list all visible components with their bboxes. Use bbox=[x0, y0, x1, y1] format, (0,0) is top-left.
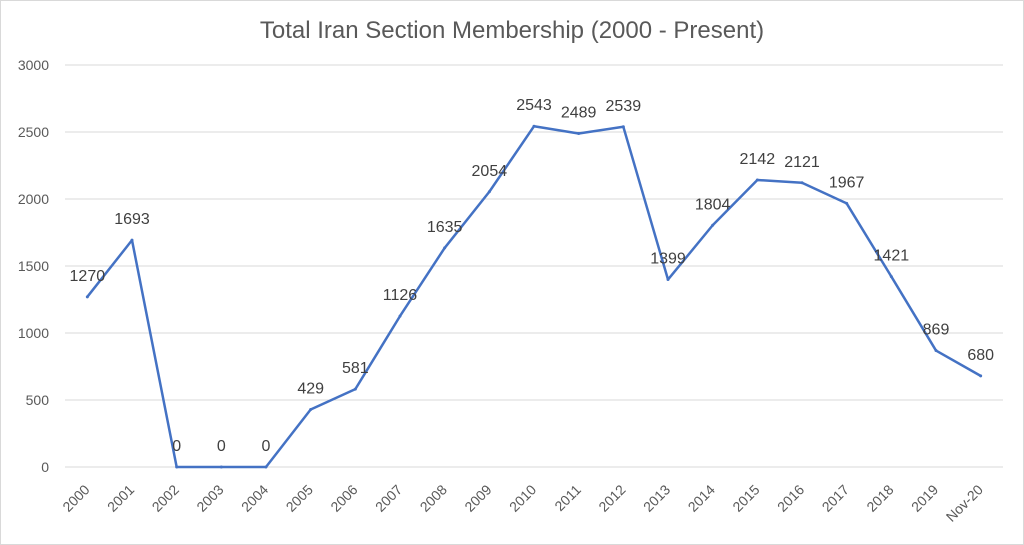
data-label: 581 bbox=[342, 360, 369, 377]
data-point bbox=[577, 131, 581, 135]
series-layer bbox=[85, 124, 983, 469]
data-point bbox=[264, 465, 268, 469]
data-label: 1635 bbox=[427, 219, 463, 236]
x-tick-label: 2007 bbox=[372, 481, 405, 514]
x-tick-label: 2016 bbox=[774, 481, 807, 514]
data-label: 2121 bbox=[784, 154, 820, 171]
x-tick-label: 2005 bbox=[283, 481, 316, 514]
data-label: 1270 bbox=[70, 268, 106, 285]
y-axis-ticks: 0 500 1000 1500 2000 2500 3000 bbox=[18, 57, 49, 475]
x-tick-label: 2001 bbox=[104, 481, 137, 514]
y-tick-label: 1500 bbox=[18, 258, 49, 274]
x-tick-label: Nov-20 bbox=[943, 481, 986, 524]
x-tick-label: 2008 bbox=[417, 481, 450, 514]
data-point bbox=[845, 201, 849, 205]
data-point bbox=[175, 465, 179, 469]
data-point bbox=[130, 238, 134, 242]
x-axis-ticks: 2000 2001 2002 2003 2004 2005 2006 2007 2008 2009… bbox=[59, 481, 986, 524]
x-tick-label: 2010 bbox=[506, 481, 539, 514]
x-tick-label: 2017 bbox=[819, 481, 852, 514]
data-label: 0 bbox=[172, 438, 181, 455]
y-tick-label: 2500 bbox=[18, 124, 49, 140]
gridlines bbox=[65, 64, 1003, 468]
data-label: 1399 bbox=[650, 251, 686, 268]
x-tick-label: 2011 bbox=[551, 481, 584, 514]
data-point bbox=[934, 349, 938, 353]
x-tick-label: 2015 bbox=[729, 481, 762, 514]
data-point bbox=[219, 465, 223, 469]
data-label: 1804 bbox=[695, 196, 731, 213]
data-labels: 1270 1693 0 0 0 429 581 1126 1635 2054 2543 2489 253… bbox=[70, 97, 995, 455]
y-tick-label: 0 bbox=[41, 459, 49, 475]
x-tick-label: 2002 bbox=[149, 481, 182, 514]
data-label: 0 bbox=[217, 438, 226, 455]
x-tick-label: 2013 bbox=[640, 481, 673, 514]
data-point bbox=[711, 223, 715, 227]
y-tick-label: 1000 bbox=[18, 325, 49, 341]
data-point bbox=[979, 374, 983, 378]
data-point bbox=[755, 178, 759, 182]
x-tick-label: 2012 bbox=[595, 481, 628, 514]
x-tick-label: 2000 bbox=[59, 481, 92, 514]
x-tick-label: 2003 bbox=[193, 481, 226, 514]
data-label: 2054 bbox=[472, 163, 508, 180]
data-label: 2142 bbox=[740, 151, 776, 168]
data-label: 0 bbox=[262, 438, 271, 455]
data-point bbox=[85, 295, 89, 299]
data-point bbox=[353, 387, 357, 391]
x-tick-label: 2018 bbox=[863, 481, 896, 514]
y-tick-label: 500 bbox=[26, 392, 50, 408]
x-tick-label: 2006 bbox=[327, 481, 360, 514]
data-label: 1967 bbox=[829, 174, 865, 191]
data-point bbox=[889, 275, 893, 279]
x-tick-label: 2014 bbox=[685, 481, 718, 514]
data-label: 680 bbox=[967, 347, 994, 364]
data-label: 1421 bbox=[874, 248, 910, 265]
data-label: 1126 bbox=[383, 287, 418, 304]
data-point bbox=[800, 181, 804, 185]
chart-title: Total Iran Section Membership (2000 - Pr… bbox=[260, 17, 764, 44]
data-label: 2543 bbox=[516, 97, 552, 114]
data-label: 429 bbox=[297, 381, 324, 398]
data-point bbox=[621, 125, 625, 129]
data-point bbox=[532, 124, 536, 128]
x-tick-label: 2004 bbox=[238, 481, 271, 514]
data-point bbox=[666, 278, 670, 282]
data-label: 2539 bbox=[606, 98, 642, 115]
x-tick-label: 2019 bbox=[908, 481, 941, 514]
y-tick-label: 3000 bbox=[18, 57, 49, 73]
data-point bbox=[487, 190, 491, 194]
data-label: 869 bbox=[923, 322, 950, 339]
data-label: 2489 bbox=[561, 104, 597, 121]
x-tick-label: 2009 bbox=[461, 481, 494, 514]
y-tick-label: 2000 bbox=[18, 191, 49, 207]
data-point bbox=[398, 314, 402, 318]
data-point bbox=[443, 246, 447, 250]
data-point bbox=[309, 408, 313, 412]
data-label: 1693 bbox=[114, 211, 150, 228]
